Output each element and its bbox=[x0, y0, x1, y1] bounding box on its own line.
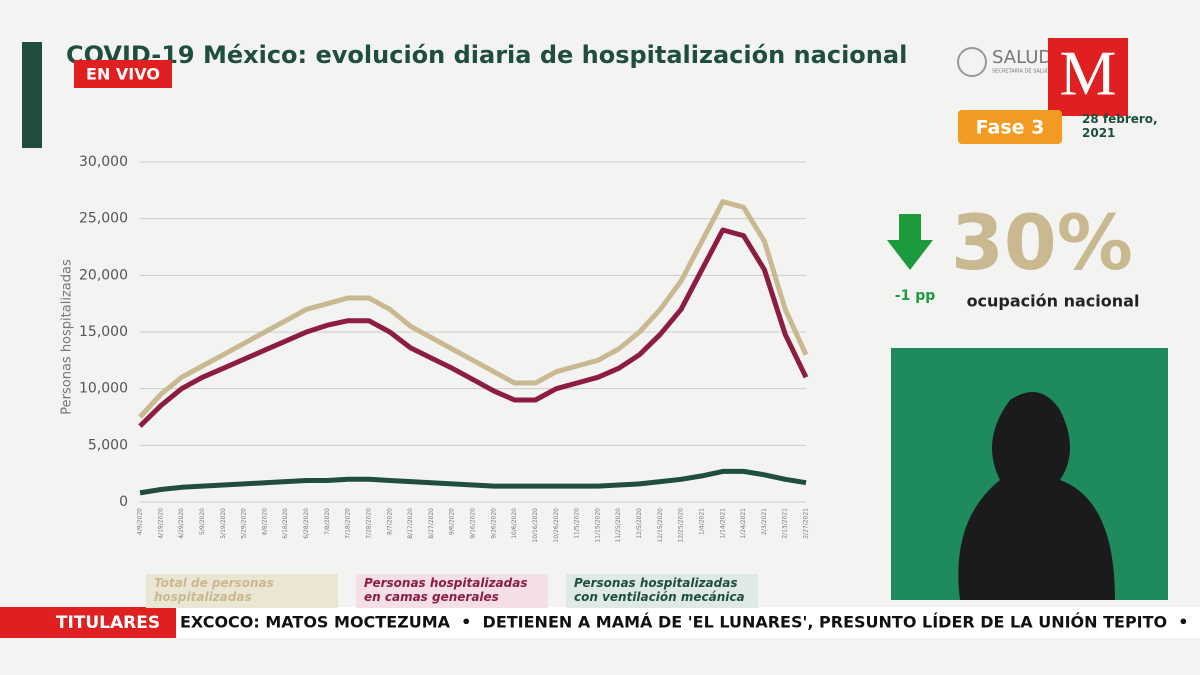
x-tick-label: 4/9/2020 bbox=[137, 508, 144, 535]
accent-bar bbox=[22, 42, 42, 148]
interpreter-figure bbox=[958, 392, 1115, 600]
x-tick-label: 9/26/2020 bbox=[490, 508, 497, 539]
x-tick-label: 2/13/2021 bbox=[782, 508, 789, 539]
ticker-bar bbox=[0, 607, 1200, 638]
x-tick-label: 7/18/2020 bbox=[345, 508, 352, 539]
x-tick-label: 12/5/2020 bbox=[636, 508, 643, 539]
occupancy-label: ocupación nacional bbox=[967, 292, 1140, 311]
x-tick-label: 2/3/2021 bbox=[761, 508, 768, 535]
series-line bbox=[139, 468, 807, 496]
series-line bbox=[138, 227, 809, 428]
x-tick-label: 8/7/2020 bbox=[386, 508, 393, 535]
x-tick-label: 9/16/2020 bbox=[470, 508, 477, 539]
date-box: 28 febrero, 2021 bbox=[1082, 112, 1158, 140]
y-tick-label: 30,000 bbox=[79, 154, 128, 170]
y-tick-label: 25,000 bbox=[79, 211, 128, 227]
ticker-label: TITULARES bbox=[56, 613, 160, 633]
channel-logo-bg bbox=[1048, 38, 1128, 116]
x-tick-label: 10/6/2020 bbox=[511, 508, 518, 539]
x-tick-label: 4/29/2020 bbox=[178, 508, 185, 539]
x-tick-label: 6/18/2020 bbox=[282, 508, 289, 539]
x-tick-label: 8/27/2020 bbox=[428, 508, 435, 539]
down-arrow bbox=[887, 214, 933, 270]
x-tick-label: 12/25/2020 bbox=[678, 508, 685, 543]
phase-badge bbox=[958, 110, 1062, 144]
x-tick-label: 12/15/2020 bbox=[657, 508, 664, 543]
chart-title: COVID-19 México: evolución diaria de hos… bbox=[66, 41, 907, 69]
x-tick-label: 11/15/2020 bbox=[594, 508, 601, 543]
x-tick-label: 6/8/2020 bbox=[261, 508, 268, 535]
x-tick-label: 6/28/2020 bbox=[303, 508, 310, 539]
x-tick-label: 11/25/2020 bbox=[615, 508, 622, 543]
x-tick-label: 9/6/2020 bbox=[449, 508, 456, 535]
x-tick-label: 4/19/2020 bbox=[157, 508, 164, 539]
legend-entry: Total de personas hospitalizadas bbox=[146, 574, 338, 608]
y-tick-label: 0 bbox=[119, 494, 128, 510]
phase: Fase 3 bbox=[976, 117, 1045, 139]
y-tick-label: 15,000 bbox=[79, 324, 128, 340]
ticker-label-bg bbox=[0, 607, 176, 638]
logo-text: SALUD bbox=[992, 47, 1052, 68]
x-tick-label: 5/29/2020 bbox=[241, 508, 248, 539]
logo-sub: SECRETARÍA DE SALUD bbox=[992, 68, 1050, 75]
legend-entry: Personas hospitalizadas en camas general… bbox=[356, 574, 548, 608]
live-badge-bg bbox=[74, 60, 172, 88]
x-tick-label: 1/24/2021 bbox=[740, 508, 747, 539]
logo-seal bbox=[957, 47, 987, 77]
x-tick-label: 1/4/2021 bbox=[698, 508, 705, 535]
occupancy: 30% bbox=[951, 198, 1133, 287]
date: 28 febrero, 2021 bbox=[1082, 112, 1158, 140]
live-badge: EN VIVO bbox=[86, 65, 160, 84]
x-tick-label: 11/5/2020 bbox=[574, 508, 581, 539]
x-tick-label: 10/26/2020 bbox=[553, 508, 560, 543]
series-line bbox=[138, 199, 809, 419]
change: -1 pp bbox=[895, 288, 935, 304]
legend-entry: Personas hospitalizadas con ventilación … bbox=[566, 574, 758, 608]
x-tick-label: 7/28/2020 bbox=[365, 508, 372, 539]
y-tick-label: 20,000 bbox=[79, 267, 128, 283]
x-tick-label: 7/8/2020 bbox=[324, 508, 331, 535]
channel-logo: M bbox=[1060, 38, 1117, 109]
y-tick-label: 10,000 bbox=[79, 381, 128, 397]
y-tick-label: 5,000 bbox=[88, 437, 128, 453]
x-tick-label: 1/14/2021 bbox=[719, 508, 726, 539]
y-axis-label: Personas hospitalizadas bbox=[60, 259, 75, 415]
x-tick-label: 2/27/2021 bbox=[803, 508, 810, 539]
x-tick-label: 5/9/2020 bbox=[199, 508, 206, 535]
x-tick-label: 8/17/2020 bbox=[407, 508, 414, 539]
x-tick-label: 10/16/2020 bbox=[532, 508, 539, 543]
x-tick-label: 5/19/2020 bbox=[220, 508, 227, 539]
ticker-text: EXCOCO: MATOS MOCTEZUMA • DETIENEN A MAM… bbox=[180, 613, 1200, 632]
